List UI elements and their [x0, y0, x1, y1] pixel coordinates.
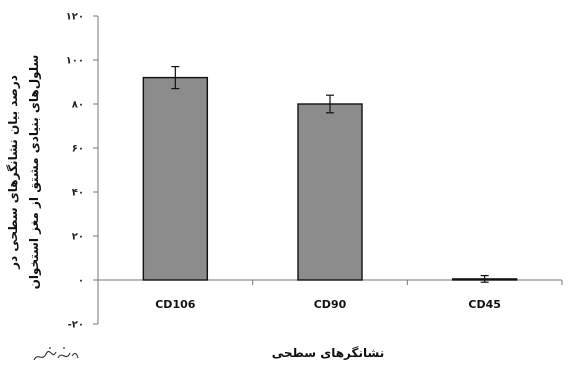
signature-mark — [33, 347, 79, 361]
y-tick-label: ۰ — [78, 276, 84, 287]
x-axis — [97, 279, 563, 285]
y-tick-label: -۲۰ — [68, 320, 84, 331]
y-axis-title-line-2: سلول‌های بنیادی مشتق از مغز استخوان — [27, 55, 42, 290]
bar-cd90 — [297, 103, 363, 281]
y-axis: -۲۰ ۰ ۲۰ ۴۰ ۶۰ ۸۰ ۱۰۰ ۱۲۰ — [66, 12, 99, 331]
x-axis-title: نشانگرهای سطحی — [272, 346, 384, 360]
y-tick-label: ۴۰ — [72, 188, 84, 199]
category-label: CD45 — [468, 298, 501, 311]
category-label: CD90 — [314, 298, 347, 311]
y-tick-label: ۱۰۰ — [66, 56, 84, 67]
error-bars — [171, 65, 489, 283]
y-tick-label: ۶۰ — [72, 144, 84, 155]
category-labels: CD106 CD90 CD45 — [155, 298, 501, 311]
y-tick-label: ۲۰ — [72, 232, 84, 243]
y-tick-label: ۱۲۰ — [66, 12, 84, 23]
y-tick-label: ۸۰ — [72, 100, 84, 111]
y-axis-title-line-1: درصد بیان نشانگرهای سطحی در — [6, 75, 20, 270]
bar-cd106 — [142, 76, 209, 281]
category-label: CD106 — [155, 298, 196, 311]
